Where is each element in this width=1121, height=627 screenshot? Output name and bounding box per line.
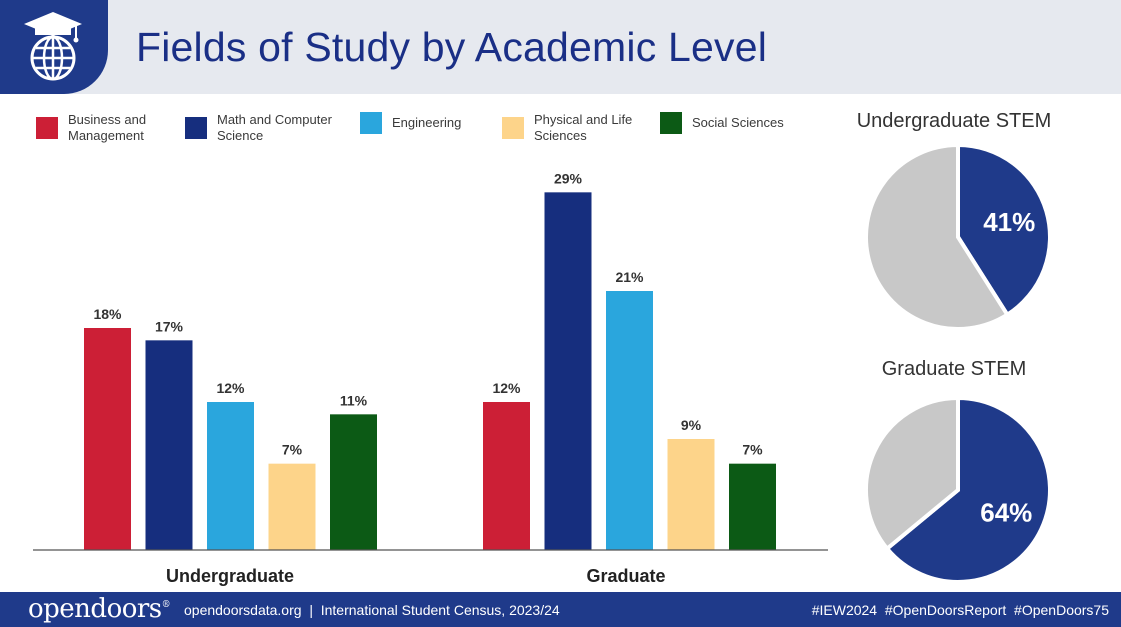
chart-legend: Business and Management Math and Compute…	[0, 108, 820, 148]
legend-item-engineering: Engineering	[360, 112, 522, 134]
footer-hashtags: #IEW2024 #OpenDoorsReport #OpenDoors75	[811, 602, 1109, 618]
bar-value-label: 7%	[282, 442, 303, 458]
bar-undergraduate-engineering	[207, 402, 254, 550]
legend-item-business: Business and Management	[36, 112, 198, 144]
bar-undergraduate-math-cs	[145, 340, 193, 550]
bar-graduate-engineering	[606, 291, 653, 550]
pie-title-undergraduate: Undergraduate STEM	[856, 110, 1052, 132]
pie-slice-graduate-stem	[884, 395, 1052, 584]
bar-chart: 18% 17% 12% 7% 11% Undergraduate 12% 29% 21% 9% 7%…	[33, 170, 828, 586]
pie-chart-graduate: 64%	[864, 395, 1052, 584]
bar-value-label: 7%	[742, 442, 763, 458]
legend-label-engineering: Engineering	[392, 115, 462, 130]
footer: opendoors® opendoorsdata.org | Internati…	[0, 592, 1121, 627]
header: Fields of Study by Academic Level	[0, 0, 1121, 94]
legend-swatch-social	[660, 112, 682, 134]
bar-value-label: 29%	[554, 170, 583, 186]
brand-logo: opendoors®	[28, 594, 171, 624]
logo	[0, 0, 108, 94]
bar-value-label: 18%	[93, 306, 122, 322]
pie-slice-graduate-other	[864, 395, 960, 552]
bar-graduate-social	[729, 463, 776, 550]
bar-undergraduate-physical-life	[268, 463, 316, 550]
legend-item-social: Social Sciences	[660, 112, 822, 134]
legend-swatch-math-cs	[185, 117, 207, 139]
pie-title-graduate: Graduate STEM	[881, 358, 1027, 380]
legend-swatch-engineering	[360, 112, 382, 134]
legend-label-social: Social Sciences	[692, 115, 784, 130]
bar-graduate-physical-life	[667, 439, 715, 550]
bar-value-label: 21%	[615, 269, 644, 285]
pie-value-label: 64%	[980, 498, 1032, 528]
bar-value-label: 17%	[155, 318, 184, 334]
bar-value-label: 12%	[216, 380, 245, 396]
legend-swatch-business	[36, 117, 58, 139]
brand-mark: ®	[161, 600, 171, 610]
pie-value-label: 41%	[983, 207, 1035, 237]
legend-label-business: Business and Management	[68, 112, 147, 143]
legend-swatch-physical-life	[502, 117, 524, 139]
graduation-globe-icon	[24, 12, 82, 81]
page-title: Fields of Study by Academic Level	[136, 24, 768, 70]
legend-label-math-cs: Math and Computer Science	[217, 112, 332, 143]
bar-undergraduate-social	[330, 414, 377, 550]
bar-value-label: 12%	[492, 380, 521, 396]
category-label-graduate: Graduate	[586, 566, 665, 586]
pie-chart-undergraduate: 41%	[864, 142, 1052, 331]
bar-undergraduate-business	[84, 328, 131, 550]
brand-name: opendoors	[28, 594, 162, 624]
legend-item-math-cs: Math and Computer Science	[185, 112, 347, 144]
bar-graduate-business	[483, 402, 530, 550]
footer-credit: opendoorsdata.org | International Studen…	[184, 602, 560, 618]
pie-slice-undergraduate-other	[864, 142, 1011, 331]
legend-item-physical-life: Physical and Life Sciences	[502, 112, 649, 144]
category-label-undergraduate: Undergraduate	[166, 566, 294, 586]
bar-graduate-math-cs	[544, 192, 592, 551]
bar-value-label: 11%	[340, 392, 368, 408]
bar-value-label: 9%	[681, 417, 702, 433]
legend-label-physical-life: Physical and Life Sciences	[534, 112, 633, 143]
